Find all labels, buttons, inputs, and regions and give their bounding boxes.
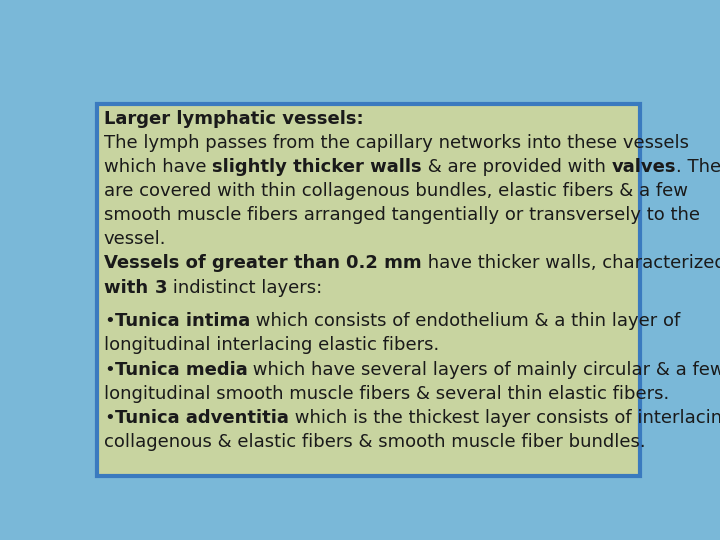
Text: slightly thicker walls: slightly thicker walls [212,158,422,176]
Text: Tunica adventitia: Tunica adventitia [114,409,289,427]
Text: vessel.: vessel. [104,230,166,248]
Text: are covered with thin collagenous bundles, elastic fibers & a few: are covered with thin collagenous bundle… [104,182,688,200]
Text: . They: . They [676,158,720,176]
Text: which have several layers of mainly circular & a few: which have several layers of mainly circ… [248,361,720,379]
Text: which have: which have [104,158,212,176]
Text: with: with [104,279,154,296]
Text: Tunica media: Tunica media [114,361,248,379]
Text: which is the thickest layer consists of interlacing: which is the thickest layer consists of … [289,409,720,427]
Text: smooth muscle fibers arranged tangentially or transversely to the: smooth muscle fibers arranged tangential… [104,206,700,224]
Text: longitudinal smooth muscle fibers & several thin elastic fibers.: longitudinal smooth muscle fibers & seve… [104,384,669,403]
Text: The lymph passes from the capillary networks into these vessels: The lymph passes from the capillary netw… [104,134,689,152]
Text: & are provided with: & are provided with [422,158,611,176]
Text: indistinct layers:: indistinct layers: [167,279,322,296]
FancyBboxPatch shape [96,104,640,476]
Text: Vessels of greater than: Vessels of greater than [104,254,346,272]
Text: •: • [104,361,114,379]
Text: •: • [104,409,114,427]
Text: collagenous & elastic fibers & smooth muscle fiber bundles.: collagenous & elastic fibers & smooth mu… [104,433,646,451]
Text: have thicker walls, characterized: have thicker walls, characterized [422,254,720,272]
Text: valves: valves [611,158,676,176]
Text: Tunica intima: Tunica intima [114,312,250,330]
Text: which consists of endothelium & a thin layer of: which consists of endothelium & a thin l… [250,312,680,330]
Text: Larger lymphatic vessels:: Larger lymphatic vessels: [104,110,364,127]
Text: •: • [104,312,114,330]
Text: 3: 3 [154,279,167,296]
Text: 0.2 mm: 0.2 mm [346,254,422,272]
Text: longitudinal interlacing elastic fibers.: longitudinal interlacing elastic fibers. [104,336,439,354]
